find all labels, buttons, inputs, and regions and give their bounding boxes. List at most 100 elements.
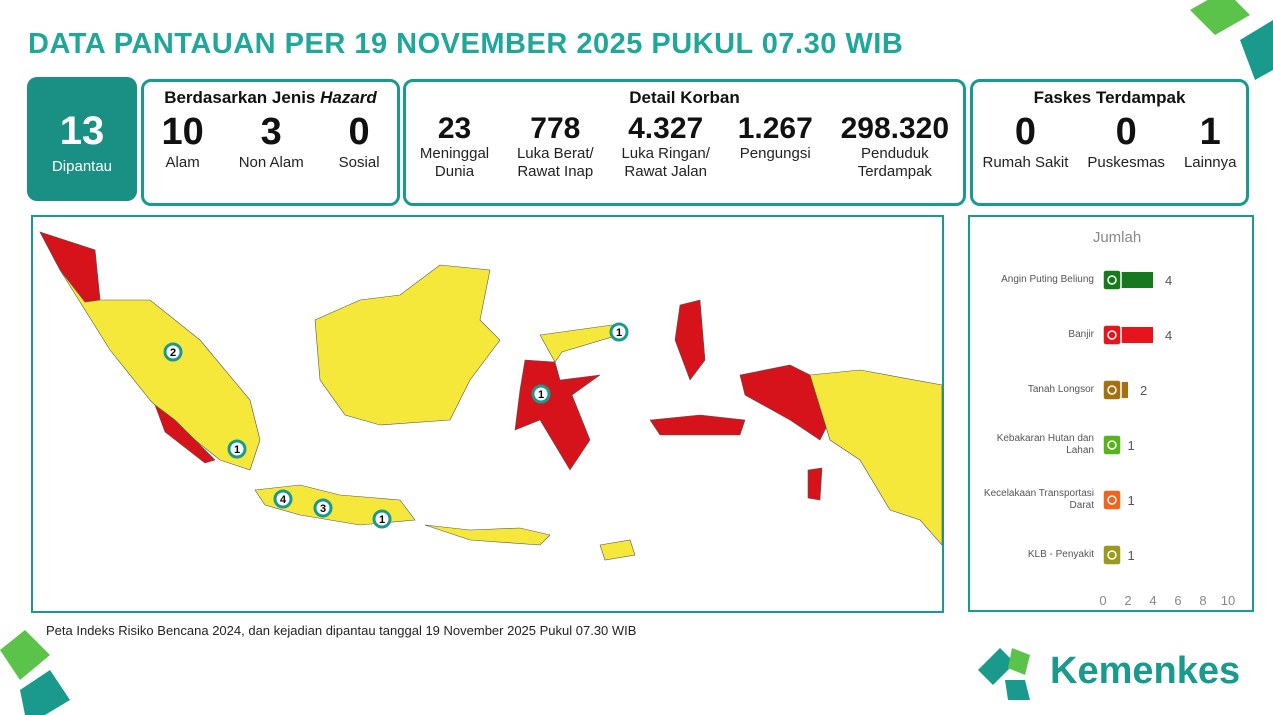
stat-value: 23 <box>437 112 472 145</box>
value-label: 1 <box>1128 548 1135 563</box>
marker: 4 <box>273 489 293 509</box>
bar-icon <box>1102 434 1122 456</box>
icon-glyph <box>1107 385 1117 395</box>
stat-value: 1 <box>1199 111 1221 153</box>
icon-glyph <box>1107 495 1117 505</box>
stat-value: 3 <box>260 111 282 153</box>
category-label: Banjir <box>1068 329 1094 340</box>
korban-card: Detail Korban 23 Meninggal Dunia 778 Luka Be… <box>403 79 966 206</box>
stats: 23 Meninggal Dunia 778 Luka Berat/Rawat Inap… <box>406 112 963 181</box>
summary-card: 13 Dipantau <box>27 77 137 201</box>
marker: 2 <box>163 342 183 362</box>
marker-ring <box>163 342 183 362</box>
stat-label: Sosial <box>338 153 380 171</box>
stat: 778 Luka Berat/Rawat Inap <box>517 112 594 181</box>
marker-label: 1 <box>616 327 622 339</box>
stat: 4.327 Luka Ringan/Rawat Jalan <box>621 112 709 181</box>
stat-label: Luka Ringan/ <box>621 145 710 162</box>
hazard-title: Berdasarkan Jenis Hazard <box>144 88 397 108</box>
stat-label: Lainnya <box>1183 153 1237 171</box>
x-tick-label: 0 <box>1099 593 1106 608</box>
bar-icon <box>1102 379 1122 401</box>
stat: 1 Lainnya <box>1183 111 1237 172</box>
category-label: Kecelakaan Transportasi Darat <box>983 488 1094 511</box>
stat-label: Rawat Jalan <box>624 163 707 180</box>
marker: 1 <box>372 509 392 529</box>
logo-mark <box>978 648 1030 700</box>
stat-label: Luka Berat/ <box>516 145 594 162</box>
marker-ring <box>313 498 333 518</box>
marker: 3 <box>313 498 333 518</box>
faskes-title: Faskes Terdampak <box>1033 88 1186 107</box>
value-label: 4 <box>1165 328 1172 343</box>
stat-value: 10 <box>161 111 204 153</box>
x-tick-label: 4 <box>1149 593 1156 608</box>
bar-icon <box>1102 324 1122 346</box>
stat-label: Terdampak <box>857 163 932 180</box>
stat-label: Rawat Inap <box>517 163 594 180</box>
faskes-card: Faskes Terdampak 0 Rumah Sakit 0 Puskesmas 1… <box>970 79 1249 206</box>
marker-ring <box>227 439 247 459</box>
category-label: Kebakaran Hutan dan Lahan <box>996 433 1094 456</box>
icon-glyph <box>1107 330 1117 340</box>
stat-value: 0 <box>1115 111 1137 153</box>
hazard-card: Berdasarkan Jenis Hazard 10 Alam 3 Non Alam… <box>141 79 400 206</box>
map: 2 1 4 3 1 1 1 <box>31 215 944 613</box>
marker-label: 3 <box>320 503 326 515</box>
korban-title: Detail Korban <box>629 88 740 107</box>
islands <box>39 231 943 561</box>
logo-text: Kemenkes <box>1050 650 1241 692</box>
stat-label: Non Alam <box>238 153 304 171</box>
category-label: Tanah Longsor <box>1027 384 1094 395</box>
stat-value: 0 <box>1014 111 1036 153</box>
category-label: KLB - Penyakit <box>1027 549 1094 560</box>
chart-frame <box>968 215 1254 612</box>
stat-label: Puskesmas <box>1087 153 1165 171</box>
value-label: 4 <box>1165 273 1172 288</box>
chart-title: Jumlah <box>1093 229 1141 246</box>
marker: 1 <box>609 322 629 342</box>
marker-label: 2 <box>170 347 176 359</box>
title-text: Berdasarkan Jenis <box>164 88 316 107</box>
marker-ring <box>609 322 629 342</box>
bar-icon <box>1102 544 1122 566</box>
marker-ring <box>273 489 293 509</box>
summary-label: Dipantau <box>51 158 113 175</box>
icon-glyph <box>1107 275 1117 285</box>
icon-glyph <box>1107 550 1117 560</box>
stat: 1.267 Pengungsi <box>738 112 813 181</box>
marker-label: 1 <box>234 444 240 456</box>
marker-label: 4 <box>280 494 287 506</box>
stat: 0 Sosial <box>338 111 380 172</box>
stat-label: Alam <box>165 153 200 171</box>
stat: 298.320 Penduduk Terdampak <box>841 112 949 181</box>
stat: 10 Alam <box>161 111 204 172</box>
stat-label: Pengungsi <box>739 145 811 162</box>
stat: 0 Rumah Sakit <box>982 111 1069 172</box>
stat-label: Rumah Sakit <box>982 153 1069 171</box>
x-tick-label: 2 <box>1124 593 1131 608</box>
value-label: 2 <box>1140 383 1147 398</box>
title: DATA PANTAUAN PER 19 NOVEMBER 2025 PUKUL… <box>28 28 904 60</box>
stat-value: 778 <box>530 112 581 145</box>
x-tick-label: 6 <box>1174 593 1181 608</box>
value-label: 1 <box>1128 438 1135 453</box>
bar-icon <box>1102 489 1122 511</box>
bar-icon <box>1102 269 1122 291</box>
stats: 10 Alam 3 Non Alam 0 Sosial <box>144 111 397 172</box>
stat-label: Dunia <box>434 163 475 180</box>
stat-label: Penduduk <box>861 145 929 162</box>
stat-value: 1.267 <box>737 112 813 145</box>
summary-value: 13 <box>59 109 105 153</box>
stat-value: 298.320 <box>840 112 950 145</box>
marker: 1 <box>531 384 551 404</box>
stat: 0 Puskesmas <box>1087 111 1165 172</box>
stat-value: 4.327 <box>628 112 704 145</box>
title-italic: Hazard <box>320 88 377 107</box>
x-tick-label: 10 <box>1221 593 1235 608</box>
value-label: 1 <box>1128 493 1135 508</box>
